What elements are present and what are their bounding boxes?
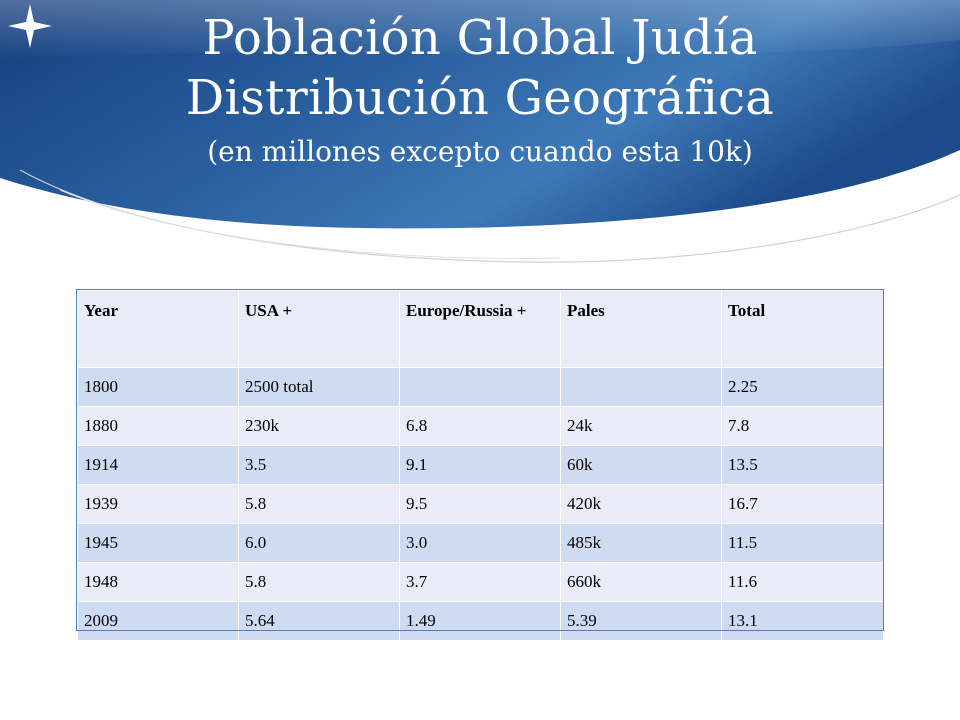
title-line-1: Población Global Judía [202, 10, 758, 66]
cell-europe-russia: 6.8 [399, 406, 561, 446]
cell-usa: 2500 total [238, 367, 400, 407]
table-row: 1939 5.8 9.5 420k 16.7 [77, 484, 884, 524]
table-row: 1914 3.5 9.1 60k 13.5 [77, 445, 884, 485]
cell-usa: 5.8 [238, 484, 400, 524]
table-row: 1948 5.8 3.7 660k 11.6 [77, 562, 884, 602]
header-usa: USA + [238, 290, 400, 368]
header-background [0, 0, 960, 263]
cell-total: 13.1 [721, 601, 884, 641]
cell-total: 11.6 [721, 562, 884, 602]
table-row: 1880 230k 6.8 24k 7.8 [77, 406, 884, 446]
cell-usa: 3.5 [238, 445, 400, 485]
cell-europe-russia: 9.5 [399, 484, 561, 524]
cell-year: 1945 [77, 523, 239, 563]
cell-year: 1939 [77, 484, 239, 524]
four-point-star-icon [8, 4, 52, 48]
cell-usa: 6.0 [238, 523, 400, 563]
cell-usa: 5.64 [238, 601, 400, 641]
cell-pales: 420k [560, 484, 722, 524]
cell-total: 2.25 [721, 367, 884, 407]
cell-europe-russia: 1.49 [399, 601, 561, 641]
table-row: 1800 2500 total 2.25 [77, 367, 884, 407]
header-pales: Pales [560, 290, 722, 368]
header-total: Total [721, 290, 884, 368]
cell-usa: 5.8 [238, 562, 400, 602]
cell-pales [560, 367, 722, 407]
cell-pales: 60k [560, 445, 722, 485]
cell-year: 1914 [77, 445, 239, 485]
subtitle: (en millones excepto cuando esta 10k) [207, 135, 753, 168]
cell-europe-russia: 9.1 [399, 445, 561, 485]
table-header-row: Year USA + Europe/Russia + Pales Total [77, 290, 884, 368]
title-block: Población Global Judía Distribución Geog… [0, 8, 960, 170]
population-table: Year USA + Europe/Russia + Pales Total 1… [77, 290, 884, 641]
cell-usa: 230k [238, 406, 400, 446]
cell-pales: 660k [560, 562, 722, 602]
cell-total: 7.8 [721, 406, 884, 446]
table-row: 1945 6.0 3.0 485k 11.5 [77, 523, 884, 563]
cell-europe-russia: 3.0 [399, 523, 561, 563]
cell-year: 2009 [77, 601, 239, 641]
cell-year: 1800 [77, 367, 239, 407]
cell-total: 16.7 [721, 484, 884, 524]
cell-europe-russia [399, 367, 561, 407]
cell-total: 13.5 [721, 445, 884, 485]
table-row: 2009 5.64 1.49 5.39 13.1 [77, 601, 884, 641]
cell-pales: 485k [560, 523, 722, 563]
cell-pales: 5.39 [560, 601, 722, 641]
header-europe-russia: Europe/Russia + [399, 290, 561, 368]
cell-europe-russia: 3.7 [399, 562, 561, 602]
header-year: Year [77, 290, 239, 368]
cell-year: 1880 [77, 406, 239, 446]
cell-total: 11.5 [721, 523, 884, 563]
title-line-2: Distribución Geográfica [185, 70, 775, 126]
cell-year: 1948 [77, 562, 239, 602]
cell-pales: 24k [560, 406, 722, 446]
